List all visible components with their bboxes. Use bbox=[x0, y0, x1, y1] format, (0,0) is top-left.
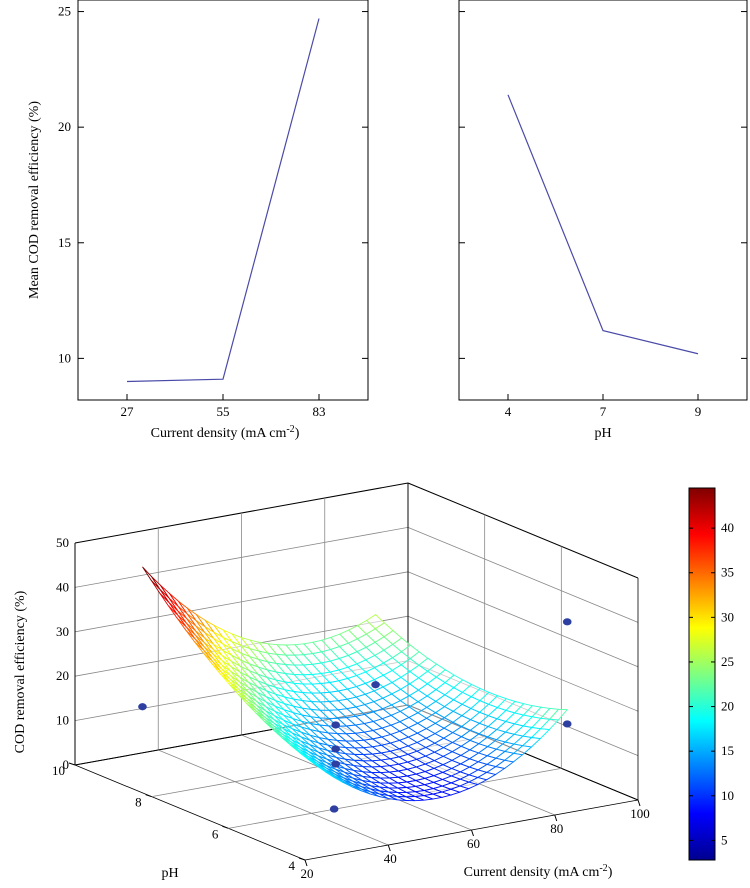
x-axis-label: Current density (mA cm-2) bbox=[151, 424, 300, 441]
colorbar-tick-label: 10 bbox=[721, 788, 734, 803]
data-point bbox=[371, 681, 380, 689]
surface-cell bbox=[325, 771, 344, 783]
z-tick-label: 10 bbox=[56, 713, 69, 728]
x-tick-label: 27 bbox=[121, 404, 135, 419]
colorbar: 5 10 15 20 25 30 35 40 bbox=[688, 487, 734, 861]
colorbar-tick-label: 30 bbox=[721, 609, 734, 624]
x-tick-label: 9 bbox=[695, 404, 702, 419]
data-point bbox=[331, 760, 340, 768]
z-tick-label: 30 bbox=[56, 624, 69, 639]
ph-axis-label: pH bbox=[161, 866, 178, 881]
cd-tick bbox=[471, 829, 474, 837]
colorbar-gradient bbox=[688, 487, 716, 861]
colorbar-tick-label: 20 bbox=[721, 699, 734, 714]
colorbar-tick-label: 5 bbox=[721, 832, 728, 847]
side-wall-grid bbox=[407, 527, 639, 623]
colorbar-tick-label: 25 bbox=[721, 654, 734, 669]
x-tick-label: 83 bbox=[313, 404, 326, 419]
y-tick-label: 10 bbox=[58, 350, 71, 365]
colorbar-tick-label: 40 bbox=[721, 520, 734, 535]
cd-tick-label: 100 bbox=[630, 806, 650, 821]
data-point bbox=[562, 720, 572, 728]
ph-tick-label: 10 bbox=[52, 763, 65, 778]
data-point bbox=[138, 703, 147, 711]
z-tick-label: 0 bbox=[63, 757, 70, 772]
data-point bbox=[329, 805, 339, 813]
ph-tick bbox=[222, 825, 229, 829]
z-tick-label: 40 bbox=[56, 579, 69, 594]
z-tick-label: 50 bbox=[56, 535, 69, 550]
y-ticks bbox=[459, 11, 747, 359]
y-tick-label: 20 bbox=[58, 119, 71, 134]
observed-points bbox=[138, 618, 572, 813]
side-wall-grid bbox=[407, 482, 639, 579]
y-axis-label: Mean COD removal efficiency (%) bbox=[27, 101, 42, 299]
ph-tick bbox=[68, 762, 76, 766]
ph-tick-label: 8 bbox=[135, 795, 142, 810]
cd-tick-label: 40 bbox=[384, 851, 397, 866]
floor-grid bbox=[74, 764, 306, 861]
x-axis-label: pH bbox=[594, 426, 611, 441]
ph-tick bbox=[145, 794, 152, 798]
data-point bbox=[331, 745, 340, 753]
cd-tick bbox=[387, 844, 391, 852]
ph-tick bbox=[298, 857, 306, 861]
x-tick-label: 7 bbox=[600, 404, 607, 419]
x-ticks: 27 55 83 bbox=[121, 394, 326, 419]
x-ticks: 4 7 9 bbox=[505, 394, 702, 419]
data-point bbox=[562, 618, 572, 626]
cd-tick-label: 60 bbox=[467, 836, 480, 851]
side-wall-grid bbox=[407, 615, 639, 712]
cd-tick-label: 80 bbox=[550, 821, 563, 836]
series-line bbox=[126, 18, 320, 383]
y-tick-label: 25 bbox=[58, 4, 71, 19]
cd-tick bbox=[304, 859, 308, 867]
z-tick-label: 20 bbox=[56, 668, 69, 683]
colorbar-tick-label: 15 bbox=[721, 743, 734, 758]
x-tick-label: 55 bbox=[217, 404, 230, 419]
side-wall-grid bbox=[407, 571, 639, 668]
data-point bbox=[331, 721, 340, 729]
cd-tick bbox=[637, 799, 641, 807]
x-tick-label: 4 bbox=[505, 404, 512, 419]
plot-frame bbox=[458, 0, 748, 401]
cd-tick-label: 20 bbox=[301, 866, 314, 881]
colorbar-tick-label: 35 bbox=[721, 565, 734, 580]
current-density-axis-label: Current density (mA cm-2) bbox=[464, 863, 613, 880]
colorbar-ticks: 5 10 15 20 25 30 35 40 bbox=[689, 520, 734, 847]
series-line bbox=[507, 94, 699, 355]
ph-tick-label: 4 bbox=[289, 858, 296, 873]
y-tick-label: 15 bbox=[58, 235, 71, 250]
surface-mesh bbox=[142, 566, 569, 802]
plot-frame bbox=[77, 0, 369, 401]
main-effect-ph-panel: 4 7 9 pH bbox=[458, 0, 748, 441]
main-effect-current-density-panel: 10 15 20 25 27 55 83 Current density (mA cm-2… bbox=[27, 0, 369, 441]
ph-tick-label: 6 bbox=[212, 826, 219, 841]
cd-tick bbox=[554, 814, 558, 822]
y-ticks: 10 15 20 25 bbox=[58, 4, 368, 365]
floor-grid bbox=[158, 749, 389, 846]
z-axis-label: COD removal efficiency (%) bbox=[13, 590, 28, 753]
